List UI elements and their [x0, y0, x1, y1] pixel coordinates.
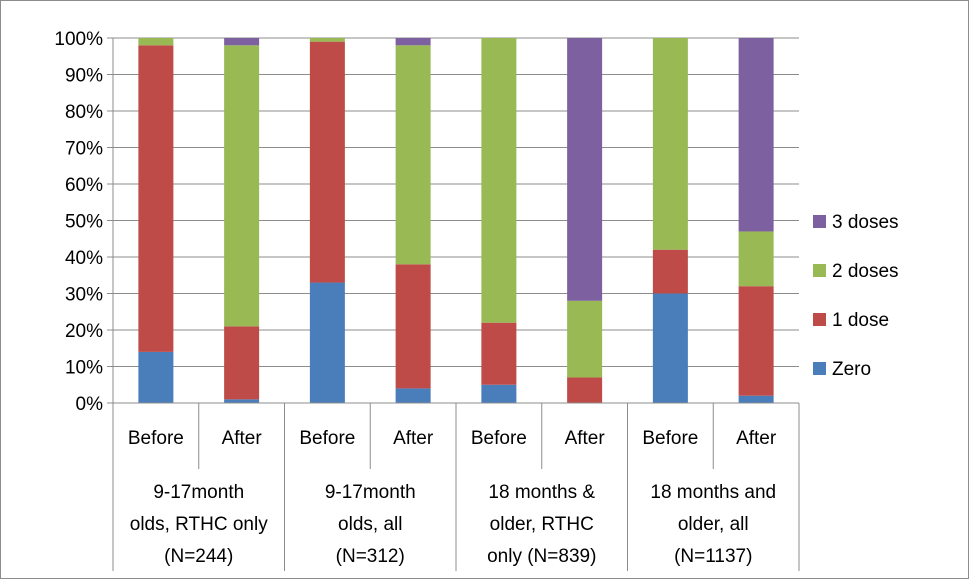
bar-segment-3-doses [224, 38, 260, 46]
legend-swatch [813, 264, 826, 277]
bar-segment-3-doses [738, 38, 774, 232]
group-label-line: older, RTHC [490, 514, 594, 535]
y-tick-label: 20% [65, 321, 103, 342]
y-tick-label: 80% [65, 102, 103, 123]
gridlines [113, 37, 799, 367]
bar-segment-zero [309, 282, 345, 403]
bar-segment-zero [481, 384, 517, 403]
category-label: Before [642, 428, 698, 449]
legend-label: 1 dose [832, 310, 889, 331]
legend-label: Zero [832, 359, 871, 380]
group-label-line: 9-17month [325, 482, 416, 503]
y-tick-label: 90% [65, 66, 103, 87]
legend-label: 3 doses [832, 212, 899, 233]
x-category-labels: Before After Before After Before After Before A… [128, 428, 777, 567]
bar-segment-1-dose [481, 322, 517, 385]
bar-segment-zero [224, 399, 260, 403]
bar-segment-2-doses [138, 38, 174, 46]
bar-segment-zero [652, 293, 688, 403]
bar-segment-2-doses [738, 231, 774, 287]
y-tick-label: 0% [76, 394, 104, 415]
bar-segment-3-doses [567, 38, 603, 301]
bar-segment-zero [138, 351, 174, 403]
bar-segment-2-doses [481, 38, 517, 323]
group-label-line: olds, all [338, 514, 402, 535]
bar-segment-3-doses [395, 38, 431, 46]
bar-segment-2-doses [224, 45, 260, 327]
group-label-line: olds, RTHC only [130, 514, 268, 535]
bar-segment-2-doses [567, 300, 603, 378]
y-tick-label: 70% [65, 139, 103, 160]
category-label: Before [299, 428, 355, 449]
y-tick-label: 30% [65, 285, 103, 306]
bar-segment-zero [395, 388, 431, 403]
legend-label: 2 doses [832, 261, 899, 282]
group-label-line: 18 months and [650, 482, 776, 503]
axes [107, 37, 800, 571]
category-label: After [565, 428, 606, 449]
bar-segment-1-dose [138, 45, 174, 352]
y-tick-label: 40% [65, 248, 103, 269]
category-label: After [222, 428, 263, 449]
category-label: Before [471, 428, 527, 449]
legend-swatch [813, 215, 826, 228]
legend: 3 doses 2 doses 1 dose Zero [813, 212, 899, 380]
group-label-line: (N=1137) [674, 546, 752, 567]
bar-segment-zero [738, 395, 774, 403]
bar-segment-1-dose [567, 377, 603, 403]
group-label-line: (N=312) [336, 546, 405, 567]
bars [138, 38, 774, 403]
group-label-line: 9-17month [153, 482, 244, 503]
category-label: After [736, 428, 777, 449]
y-tick-label: 100% [54, 29, 103, 50]
group-label-line: (N=244) [164, 546, 233, 567]
legend-swatch [813, 313, 826, 326]
category-label: Before [128, 428, 184, 449]
y-tick-label: 60% [65, 175, 103, 196]
bar-segment-1-dose [652, 249, 688, 294]
y-tick-label: 10% [65, 358, 103, 379]
category-label: After [393, 428, 434, 449]
bar-segment-2-doses [395, 45, 431, 265]
legend-swatch [813, 362, 826, 375]
bar-segment-2-doses [652, 38, 688, 250]
y-tick-label: 50% [65, 212, 103, 233]
y-tick-labels: 0% 10% 20% 30% 40% 50% 60% 70% 80% 90% 100% [54, 29, 103, 415]
bar-segment-1-dose [309, 41, 345, 283]
group-label-line: only (N=839) [487, 546, 596, 567]
group-label-line: 18 months & [488, 482, 595, 503]
bar-segment-2-doses [309, 38, 345, 42]
bar-segment-1-dose [738, 286, 774, 396]
bar-segment-1-dose [224, 326, 260, 400]
bar-segment-1-dose [395, 264, 431, 389]
group-label-line: older, all [678, 514, 749, 535]
